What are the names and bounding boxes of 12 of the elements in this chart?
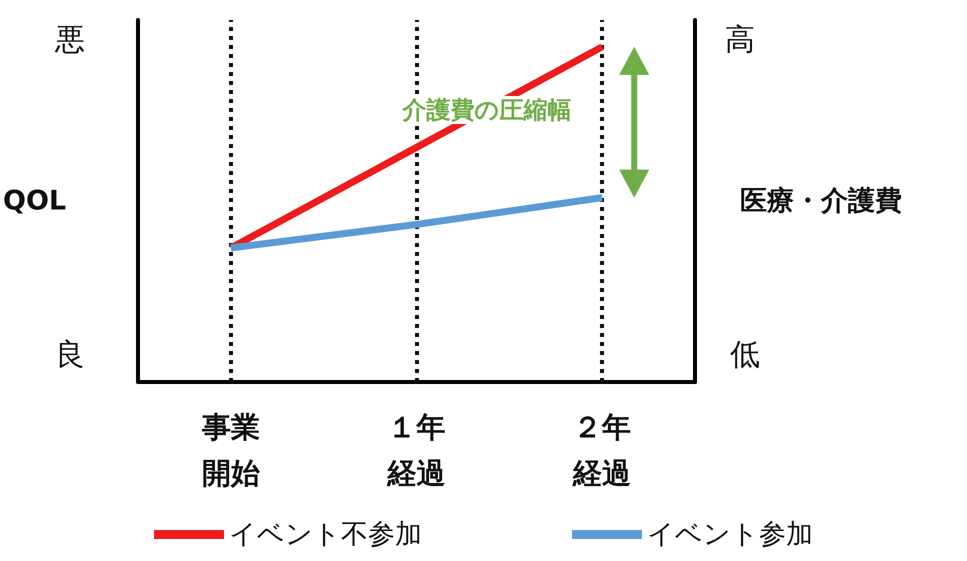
text: 悪: [54, 22, 85, 58]
text: 低: [730, 338, 760, 372]
legend-label: イベント参加: [647, 519, 813, 550]
x-tick-label: 事業開始: [200, 410, 260, 490]
annotation: 介護費の圧縮幅: [402, 96, 572, 124]
x-tick-label: １年経過: [386, 410, 446, 490]
y2-axis-title: 医療・介護費: [740, 186, 902, 216]
y-axis-title: QOL: [2, 186, 66, 216]
text: 高: [725, 22, 755, 58]
text: 良: [55, 338, 85, 372]
legend-label: イベント不参加: [229, 519, 422, 550]
x-tick-label: ２年経過: [572, 410, 632, 490]
